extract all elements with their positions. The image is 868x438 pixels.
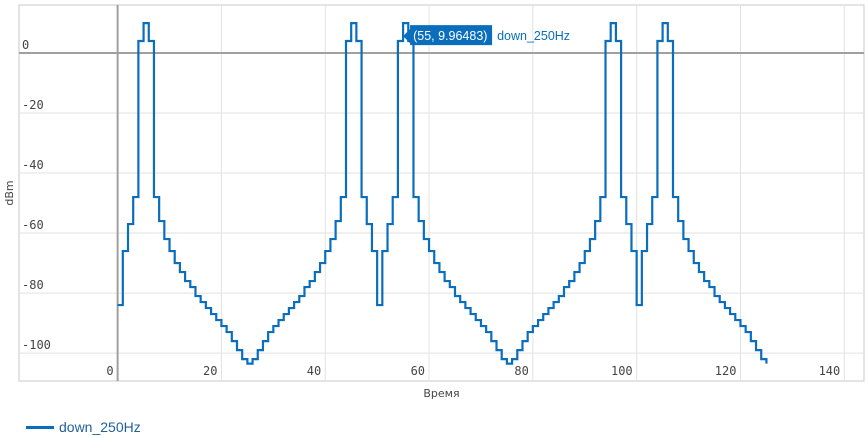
y-tick-label: -100 — [22, 338, 51, 352]
y-tick-label: -80 — [22, 278, 44, 292]
plot-area — [18, 4, 865, 382]
x-tick-label: 60 — [411, 364, 425, 378]
x-tick-label: 40 — [307, 364, 321, 378]
series-line-down-250hz — [117, 22, 768, 365]
x-tick-label: 140 — [819, 364, 841, 378]
hover-tooltip-value: (55, 9.96483) — [413, 29, 487, 43]
y-axis-title: dBm — [3, 180, 16, 205]
legend-item-down-250hz[interactable]: down_250Hz — [26, 419, 141, 435]
x-tick-label: 20 — [203, 364, 217, 378]
hover-tooltip-box — [403, 25, 493, 46]
legend-label: down_250Hz — [59, 419, 141, 435]
legend-line-swatch — [26, 425, 54, 429]
y-tick-label: 0 — [22, 38, 29, 52]
x-axis-title: Время — [423, 387, 459, 400]
hover-tooltip-series: down_250Hz — [497, 29, 570, 43]
y-tick-label: -40 — [22, 158, 44, 172]
x-tick-label: 80 — [514, 364, 528, 378]
x-tick-label: 0 — [106, 364, 113, 378]
x-tick-label: 100 — [611, 364, 633, 378]
x-tick-label: 120 — [715, 364, 737, 378]
y-tick-label: -60 — [22, 218, 44, 232]
y-tick-label: -20 — [22, 98, 44, 112]
